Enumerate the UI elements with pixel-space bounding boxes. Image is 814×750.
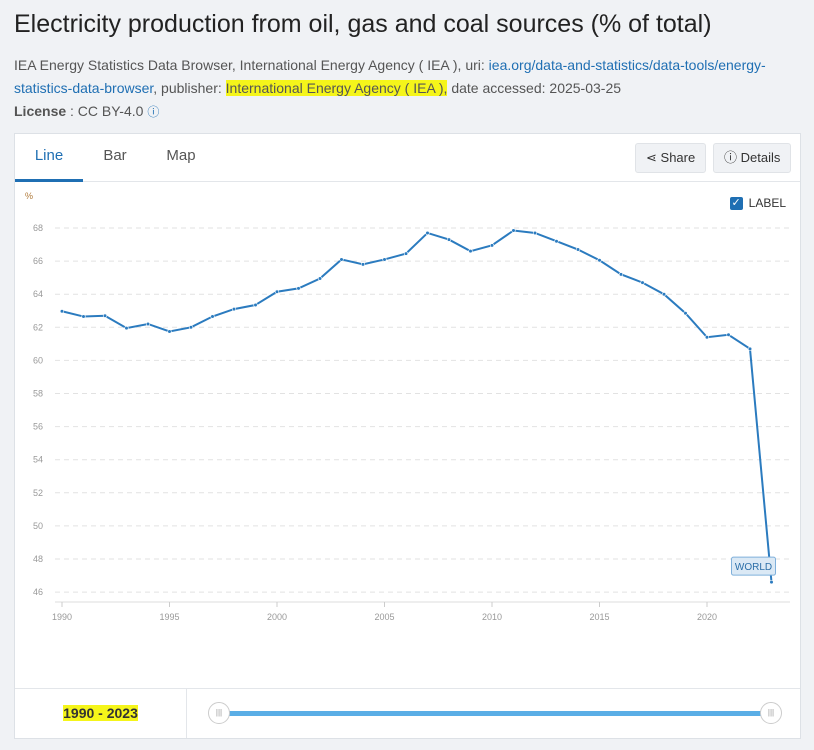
data-point xyxy=(339,257,344,262)
data-point xyxy=(59,309,65,314)
data-point xyxy=(575,247,581,252)
y-tick-label: 60 xyxy=(33,355,43,365)
data-point xyxy=(231,306,237,312)
year-range-text: 1990 - 2023 xyxy=(63,705,138,721)
share-label: Share xyxy=(660,150,696,165)
y-axis-label: % xyxy=(25,191,33,201)
y-tick-label: 48 xyxy=(33,554,43,564)
data-point xyxy=(274,289,280,294)
tab-map[interactable]: Map xyxy=(166,147,196,164)
label-toggle[interactable]: ✓ LABEL xyxy=(729,196,786,210)
share-button[interactable]: ⋖ Share xyxy=(635,143,707,173)
y-tick-label: 56 xyxy=(33,422,43,432)
data-point xyxy=(382,257,387,262)
y-tick-label: 58 xyxy=(33,389,43,399)
data-point xyxy=(102,313,108,318)
data-point xyxy=(532,230,538,236)
data-point xyxy=(296,286,301,291)
data-point xyxy=(769,580,774,585)
data-point xyxy=(403,251,409,256)
license-label: License xyxy=(14,103,67,119)
y-tick-label: 50 xyxy=(33,521,43,531)
data-point xyxy=(661,292,667,297)
range-end-handle[interactable]: ||| xyxy=(760,702,782,724)
checkbox-checked-icon[interactable]: ✓ xyxy=(729,196,743,210)
x-tick-label: 1995 xyxy=(159,612,179,622)
date-accessed: date accessed: 2025-03-25 xyxy=(447,80,622,96)
range-footer: 1990 - 2023 ||| ||| xyxy=(15,688,800,738)
license-value: : CC BY-4.0 xyxy=(66,103,144,119)
x-tick-label: 2000 xyxy=(267,612,287,622)
chart-card: Line Bar Map ⋖ Share ⓘ Details ✓ LABEL % 4… xyxy=(14,133,801,739)
source-link[interactable]: iea.org/data-and-statistics/data-tools/e… xyxy=(14,57,766,96)
data-point xyxy=(253,302,258,308)
x-tick-label: 2020 xyxy=(697,612,717,622)
data-point xyxy=(425,230,430,236)
info-icon: ⓘ xyxy=(724,150,738,165)
y-tick-label: 62 xyxy=(33,322,43,332)
range-start-handle[interactable]: ||| xyxy=(208,702,230,724)
y-tick-label: 46 xyxy=(33,587,43,597)
y-tick-label: 54 xyxy=(33,455,43,465)
source-text: IEA Energy Statistics Data Browser, Inte… xyxy=(14,57,489,73)
data-point xyxy=(124,326,129,331)
series-line-world xyxy=(61,229,773,583)
x-tick-label: 2005 xyxy=(374,612,394,622)
y-tick-label: 66 xyxy=(33,256,43,266)
chart-tabs: Line Bar Map ⋖ Share ⓘ Details xyxy=(15,134,800,182)
line-chart: % 46 48 50 52 54 56 58 60 62 64 66 68 1990 1995 2000 200… xyxy=(25,191,790,622)
tab-line[interactable]: Line xyxy=(15,134,83,182)
data-point xyxy=(597,258,602,263)
data-point xyxy=(188,325,194,330)
data-point xyxy=(704,335,710,340)
info-icon[interactable]: ⓘ xyxy=(147,105,160,119)
y-tick-label: 68 xyxy=(33,223,43,233)
data-point xyxy=(640,280,645,285)
x-tick-label: 2010 xyxy=(482,612,502,622)
series-label-box xyxy=(731,556,776,576)
data-point xyxy=(167,329,172,334)
data-point xyxy=(554,239,559,244)
publisher: International Energy Agency ( IEA ), xyxy=(225,80,448,96)
y-tick-label: 52 xyxy=(33,488,43,498)
data-point xyxy=(683,311,688,316)
data-point xyxy=(726,332,731,337)
data-point xyxy=(317,276,323,281)
data-point xyxy=(210,314,215,319)
data-point xyxy=(489,243,495,248)
year-range: 1990 - 2023 xyxy=(15,689,187,738)
data-point xyxy=(511,228,516,233)
data-point xyxy=(747,346,753,351)
x-tick-label: 1990 xyxy=(52,612,72,622)
source-meta: IEA Energy Statistics Data Browser, Inte… xyxy=(14,54,804,124)
label-toggle-text: LABEL xyxy=(748,196,786,210)
share-icon: ⋖ xyxy=(646,150,657,165)
data-point xyxy=(618,272,624,277)
publisher-label: , publisher: xyxy=(153,80,226,96)
x-tick-label: 2015 xyxy=(589,612,609,622)
page-title: Electricity production from oil, gas and… xyxy=(14,10,712,38)
details-label: Details xyxy=(740,150,781,165)
tab-bar[interactable]: Bar xyxy=(103,147,127,164)
data-point xyxy=(468,249,473,254)
data-point xyxy=(446,237,452,242)
data-point xyxy=(145,321,151,327)
range-slider-track[interactable] xyxy=(221,711,771,716)
data-point xyxy=(360,262,366,267)
details-button[interactable]: ⓘ Details xyxy=(713,143,792,173)
series-label: WORLD xyxy=(735,562,772,573)
data-point xyxy=(81,314,86,319)
y-tick-label: 64 xyxy=(33,289,43,299)
